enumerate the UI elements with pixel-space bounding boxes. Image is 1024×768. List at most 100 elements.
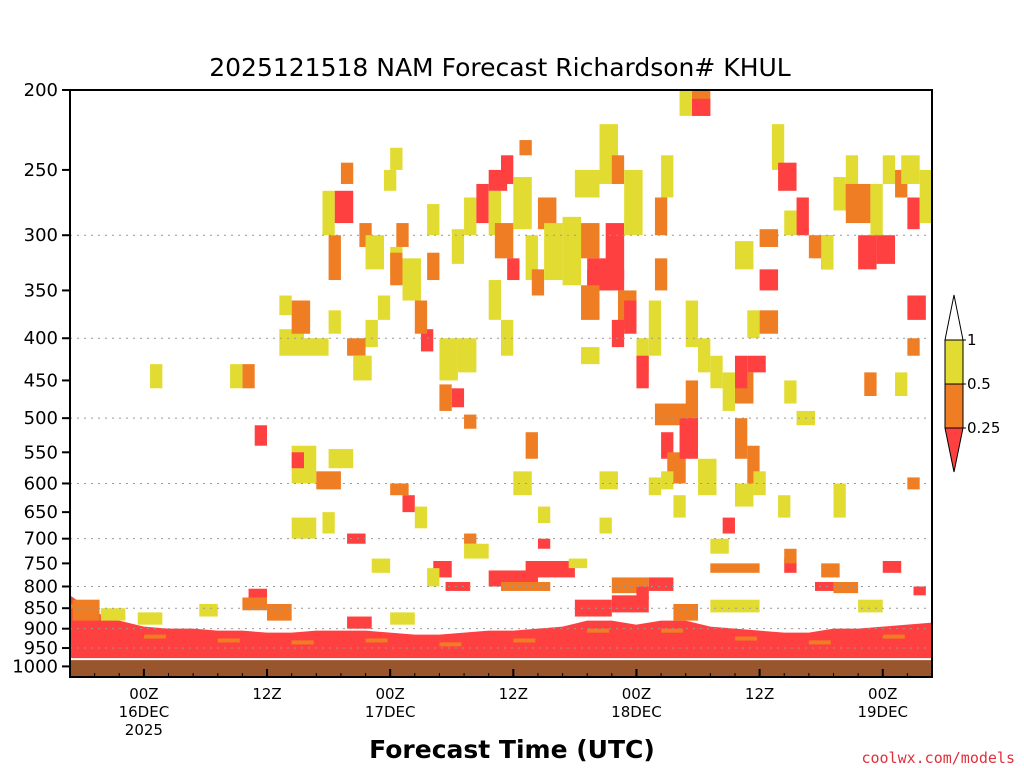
richardson-cell-yellow [679,90,692,116]
boundary-layer-streak [808,640,831,645]
richardson-cell-yellow [537,506,551,523]
richardson-cell-orange [242,364,255,389]
richardson-cell-red [402,495,415,513]
boundary-layer-streak [734,636,757,641]
y-axis: 200 250 300 350 400 450 500 550 600 650 700 7508008… [12,80,933,677]
richardson-cell-yellow [464,543,489,559]
y-tick-label: 1000 [12,656,58,677]
x-tick-label: 12Z [499,685,528,703]
richardson-cell-yellow [624,169,643,236]
richardson-cell-yellow [919,169,932,224]
richardson-cell-orange [390,252,403,286]
richardson-cell-yellow [673,495,686,518]
richardson-cell-red [679,418,699,459]
boundary-layer-streak [439,642,462,647]
richardson-cell-orange [414,300,428,334]
richardson-cell-yellow [427,204,440,236]
richardson-cell-yellow [353,355,372,381]
richardson-cell-yellow [599,471,618,490]
richardson-cell-red [876,235,896,264]
richardson-cell-red [907,197,920,230]
x-tick-label: 17DEC [365,703,416,721]
ground-surface [70,659,932,677]
x-tick-label: 12Z [252,685,281,703]
richardson-cell-red [574,599,612,617]
richardson-cell-red [858,235,877,270]
richardson-cell-orange [759,310,779,334]
plot-frame [69,89,933,678]
richardson-cell-yellow [581,347,600,365]
richardson-cell-red [691,98,711,116]
richardson-cell-yellow [661,155,674,198]
richardson-cell-yellow [747,310,760,339]
richardson-cell-red [636,586,649,600]
colorbar-label: 0.5 [967,375,991,393]
richardson-cell-yellow [753,471,766,496]
richardson-cell-yellow [870,183,883,236]
richardson-cell-yellow [574,169,600,198]
richardson-cell-red [248,588,268,598]
richardson-cell-orange [654,258,668,291]
colorbar-lower-arrow [944,427,964,473]
richardson-cell-red [445,581,471,591]
richardson-cell-red [291,452,304,469]
richardson-cell-orange [611,155,625,184]
richardson-cell-red [913,586,926,596]
richardson-cell-orange [710,563,760,573]
richardson-cell-red [347,533,366,544]
richardson-cell-yellow [648,300,662,356]
richardson-cell-yellow [661,471,674,490]
richardson-cell-orange [845,183,871,224]
richardson-cell-yellow [365,235,385,270]
x-tick-label: 12Z [745,685,774,703]
richardson-cell-red [747,355,766,373]
richardson-cell-yellow [544,223,563,281]
richardson-cell-orange [821,563,840,578]
richardson-cell-orange [685,380,699,411]
richardson-cell-yellow [833,177,846,211]
boundary-layer-streak [587,628,610,633]
y-tick-label: 600 [24,473,58,494]
richardson-cell-orange [907,338,920,356]
boundary-layer-streak [365,638,388,643]
richardson-cell-yellow [698,458,717,496]
richardson-cell-orange [864,372,877,397]
y-tick-label: 550 [24,442,58,463]
x-axis-label: Forecast Time (UTC) [369,735,655,764]
boundary-layer-streak [661,628,684,633]
richardson-cell-yellow [734,483,754,507]
richardson-cell-yellow [710,599,760,613]
richardson-cell-yellow [464,197,477,236]
colorbar-label: 0.25 [967,419,1000,437]
richardson-cell-yellow [784,210,797,236]
richardson-cell-red [501,155,514,184]
chart-title: 2025121518 NAM Forecast Richardson# KHUL [209,53,791,82]
richardson-cell-yellow [648,477,662,496]
richardson-cell-yellow [100,608,126,621]
richardson-cell-red [722,517,735,534]
boundary-layer-streak [882,634,905,639]
y-tick-label: 950 [24,638,58,659]
richardson-cell-yellow [451,229,465,264]
y-tick-label: 500 [24,408,58,429]
richardson-cell-orange [439,384,452,411]
richardson-cell-yellow [427,568,440,587]
richardson-cell-orange [531,269,545,296]
richardson-cell-yellow [771,124,785,170]
richardson-cell-yellow [734,241,754,270]
y-tick-label: 200 [24,80,58,101]
y-tick-label: 350 [24,280,58,301]
richardson-cell-red [907,295,926,320]
richardson-cell-red [624,300,637,334]
richardson-cell-yellow [722,372,735,411]
richardson-cell-orange [340,162,354,184]
y-tick-label: 750 [24,553,58,574]
richardson-cell-yellow [322,512,335,534]
richardson-cell-yellow [710,538,729,554]
richardson-cell-red [507,258,520,281]
colorbar-bin [944,339,964,385]
richardson-cell-yellow [137,612,163,625]
richardson-cell-red [254,425,268,446]
richardson-cell-orange [328,235,341,281]
